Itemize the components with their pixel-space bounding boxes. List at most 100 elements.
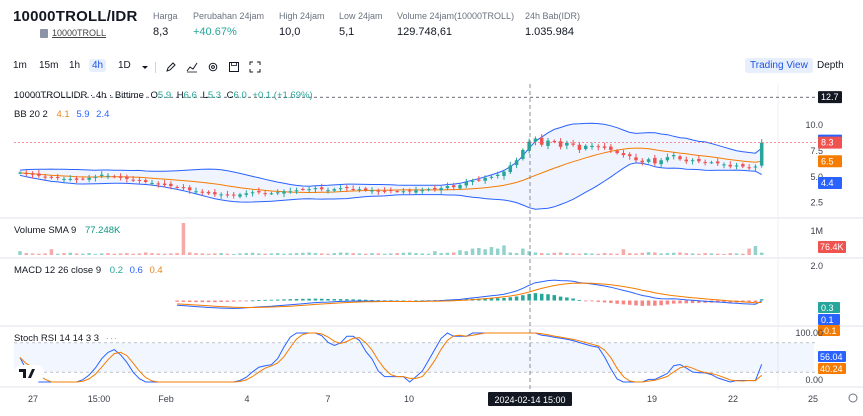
legend-low: L5.3 [203, 90, 222, 101]
more-dots-icon[interactable]: ··· [105, 333, 119, 344]
macd-histogram-bar [275, 299, 280, 301]
candle-body [363, 188, 368, 191]
volume-bar [263, 253, 267, 255]
axis-settings-icon[interactable] [848, 393, 858, 403]
macd-histogram-bar [238, 300, 242, 302]
time-tick-label: 19 [647, 394, 657, 404]
candle-body [433, 187, 437, 190]
low-label: L [202, 90, 208, 101]
fullscreen-icon[interactable] [249, 61, 261, 73]
volume-bar [389, 253, 393, 255]
draw-icon[interactable] [165, 61, 177, 73]
candle-body [577, 144, 582, 150]
volume-bar [313, 253, 318, 255]
candle-body [508, 165, 513, 173]
macd-histogram-bar [395, 300, 399, 302]
timeframe-15m[interactable]: 15m [39, 60, 59, 71]
volume-bar [565, 253, 569, 255]
candle-body [533, 138, 538, 142]
candle-body [43, 176, 47, 178]
candle-body [213, 192, 217, 195]
volume-bar [49, 249, 54, 255]
macd-name: MACD 12 26 close 9 [14, 265, 102, 276]
macd-line-value: 0.6 [129, 265, 143, 276]
open-label: O [150, 90, 158, 101]
volume-bar [137, 253, 142, 255]
volume-bar [627, 253, 632, 255]
volume-bar [715, 253, 720, 255]
chart-canvas[interactable]: 10.07.55.02.512.78.58.36.54.41M76.4K2.00… [0, 84, 863, 416]
volume-bar [257, 253, 261, 255]
macd-histogram-bar [653, 300, 657, 306]
candle-body [621, 153, 626, 156]
macd-hist-value: 0.2 [109, 265, 123, 276]
candle-body [37, 173, 41, 176]
candle-body [489, 176, 494, 178]
settings-icon[interactable] [207, 61, 219, 73]
volume-bar [621, 249, 626, 255]
macd-histogram-bar [747, 300, 751, 303]
pair-link[interactable]: 10000TROLL [52, 28, 107, 38]
volume-bar [231, 254, 236, 255]
timeframe-1h[interactable]: 1h [69, 60, 81, 71]
timeframe-1m[interactable]: 1m [13, 60, 27, 71]
chevron-down-icon[interactable] [139, 61, 151, 73]
macd-badge-label: 0.1 [821, 315, 834, 325]
macd-histogram-bar [697, 300, 701, 303]
macd-histogram-bar [370, 299, 374, 301]
low-value: 5.3 [207, 90, 222, 101]
volume-bar [181, 223, 186, 255]
trading-view-button[interactable]: Trading View [745, 58, 813, 73]
candle-body [414, 190, 418, 193]
volume-bar [583, 253, 588, 255]
stoch-tick-label: 0.00 [805, 375, 823, 385]
candle-body [231, 194, 236, 196]
time-tick-label: Feb [158, 394, 174, 404]
legend-close: C6.0 [227, 90, 247, 101]
macd-badge-label: 0.3 [821, 303, 834, 313]
volume-bar [483, 249, 487, 255]
depth-button[interactable]: Depth [817, 60, 844, 71]
volume-bar [470, 248, 475, 255]
candle-body [244, 193, 249, 195]
save-icon[interactable] [228, 61, 240, 73]
volume-bar [709, 253, 714, 255]
stoch-badge-label: 40.24 [820, 364, 843, 374]
macd-histogram-bar [363, 299, 368, 301]
time-tick-label: 15:00 [88, 394, 111, 404]
volume-bar [363, 253, 368, 255]
timeframe-1d[interactable]: 1D [118, 60, 131, 71]
candle-body [131, 179, 135, 181]
volume-bar [106, 253, 110, 255]
macd-histogram-bar [533, 293, 538, 301]
price-chart[interactable]: 10.07.55.02.512.78.58.36.54.41M76.4K2.00… [0, 84, 863, 416]
candle-body [225, 194, 230, 196]
volume-bar [533, 252, 538, 255]
stoch-d-line [19, 332, 763, 383]
volume-bar [602, 253, 607, 255]
macd-histogram-bar [382, 300, 387, 302]
volume-tick-label: 1M [810, 226, 823, 236]
volume-bar [351, 253, 355, 255]
volume-bar [131, 253, 135, 255]
volume-bar [382, 253, 387, 255]
market-header: 10000TROLL/IDR 10000TROLL Harga 8,3 Peru… [0, 0, 863, 48]
candle-body [627, 154, 632, 157]
volume-bar [407, 252, 412, 255]
macd-histogram-bar [627, 300, 632, 305]
macd-histogram-bar [414, 300, 418, 302]
volume-bar [495, 248, 500, 255]
timeframe-4h[interactable]: 4h [89, 59, 107, 72]
volume-bar [125, 253, 129, 255]
candle-body [125, 176, 129, 179]
macd-histogram-bar [615, 300, 619, 304]
macd-histogram-bar [282, 299, 286, 301]
candle-body [338, 188, 343, 190]
macd-histogram-bar [231, 300, 236, 302]
candle-body [665, 157, 670, 161]
stoch-tick-label: 100.00 [795, 328, 823, 338]
indicator-icon[interactable] [186, 61, 198, 73]
time-tick-label: 4 [244, 394, 249, 404]
macd-histogram-bar [376, 300, 381, 302]
volume-bar [464, 251, 469, 255]
